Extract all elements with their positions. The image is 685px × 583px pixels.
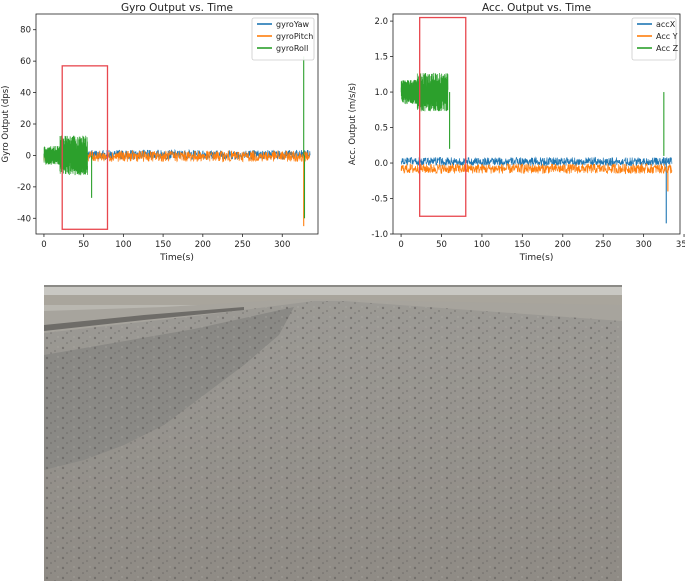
legend xyxy=(631,17,677,61)
series-line-1 xyxy=(43,149,311,163)
legend-label: Acc Y xyxy=(656,32,678,41)
plot-frame xyxy=(392,13,681,235)
x-tick-label: 300 xyxy=(636,240,652,250)
x-tick-label: 200 xyxy=(195,240,211,250)
y-tick-label: 1.0 xyxy=(374,88,388,98)
x-tick-label: 300 xyxy=(274,240,290,250)
x-tick-label: 150 xyxy=(155,240,171,250)
y-tick-label: -40 xyxy=(17,214,31,224)
x-tick-label: 150 xyxy=(514,240,530,250)
legend-label: gyroPitch xyxy=(276,32,313,41)
series-line-2 xyxy=(400,72,449,112)
y-tick-label: 1.5 xyxy=(374,53,388,63)
y-tick-label: 40 xyxy=(20,89,31,99)
x-tick-label: 0 xyxy=(41,240,46,250)
y-tick-label: 80 xyxy=(20,26,31,36)
x-tick-label: 350 xyxy=(676,240,685,250)
x-tick-label: 250 xyxy=(595,240,611,250)
x-tick-label: 100 xyxy=(474,240,490,250)
chart-title: Acc. Output vs. Time xyxy=(482,2,591,14)
y-tick-label: -0.5 xyxy=(371,195,388,205)
acc-chart: Acc. Output vs. Time 0 50 100 150 200 250 300 35… xyxy=(348,2,685,263)
road-photo xyxy=(44,285,622,581)
x-axis-label: Time(s) xyxy=(159,253,194,263)
x-axis-label: Time(s) xyxy=(519,253,554,263)
highlight-box xyxy=(61,65,109,230)
highlight-box xyxy=(419,16,467,217)
series-line-1 xyxy=(400,162,673,175)
legend-label: Acc Z xyxy=(656,44,679,53)
y-tick-label: 2.0 xyxy=(374,17,388,27)
x-tick-label: 250 xyxy=(234,240,250,250)
legend xyxy=(251,17,315,61)
y-tick-label: -1.0 xyxy=(371,230,388,240)
y-tick-label: 0.5 xyxy=(374,124,388,134)
chart-title: Gyro Output vs. Time xyxy=(121,2,233,14)
y-tick-label: -20 xyxy=(17,183,31,193)
x-tick-label: 50 xyxy=(78,240,89,250)
y-tick-label: 60 xyxy=(20,57,31,67)
x-tick-label: 50 xyxy=(436,240,447,250)
series-line-0 xyxy=(400,156,673,167)
y-axis-label: Gyro Output (dps) xyxy=(1,86,11,163)
legend-label: gyroYaw xyxy=(276,20,310,29)
x-tick-label: 200 xyxy=(555,240,571,250)
series-line-2 xyxy=(43,135,88,176)
y-axis-label: Acc. Output (m/s/s) xyxy=(348,83,358,165)
y-tick-label: 0.0 xyxy=(374,159,388,169)
x-tick-label: 0 xyxy=(398,240,403,250)
y-tick-label: 20 xyxy=(20,120,31,130)
legend-label: gyroRoll xyxy=(276,44,308,53)
x-tick-label: 100 xyxy=(115,240,131,250)
legend-label: accX xyxy=(656,20,676,29)
y-tick-label: 0 xyxy=(26,151,31,161)
